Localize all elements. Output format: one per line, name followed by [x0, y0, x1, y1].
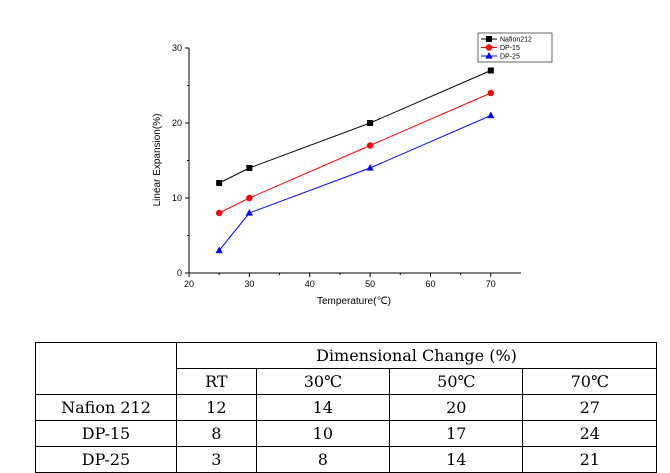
- x-tick-label: 40: [305, 279, 315, 289]
- data-point: [366, 142, 374, 149]
- series-line: [218, 92, 492, 214]
- data-point: [246, 165, 253, 171]
- table-column-header-row: RT 30℃ 50℃ 70℃: [36, 368, 657, 395]
- column-header-30c: 30℃: [255, 368, 391, 395]
- table-group-header: Dimensional Change (%): [176, 342, 657, 369]
- row-label: DP-15: [35, 420, 177, 447]
- table-cell: 8: [176, 420, 257, 447]
- data-point: [215, 246, 223, 254]
- chart-axes: 20 30 40 50 60 70 0 10 20 30: [172, 43, 521, 289]
- data-point: [215, 209, 223, 217]
- data-point: [245, 209, 253, 216]
- legend-swatch-marker: [485, 44, 493, 51]
- table-corner-cell: [35, 342, 177, 395]
- data-point: [487, 89, 495, 97]
- table-cell: 17: [389, 420, 524, 447]
- x-tick-label: 50: [365, 279, 375, 289]
- series-dp-25: [215, 111, 495, 254]
- table-cell: 8: [255, 446, 391, 473]
- chart-series: [215, 67, 495, 254]
- x-tick-label: 20: [184, 279, 194, 289]
- row-label: Nafion 212: [35, 394, 177, 421]
- y-tick-label: 10: [172, 193, 182, 203]
- x-tick-label: 30: [244, 279, 254, 289]
- legend-label: DP-25: [500, 54, 520, 61]
- data-point: [487, 111, 495, 119]
- x-tick-label: 70: [486, 279, 496, 289]
- x-axis-title: Temperature(℃): [317, 296, 391, 307]
- table-cell: 3: [176, 446, 257, 473]
- y-tick-label: 30: [172, 43, 182, 53]
- y-tick-label: 0: [177, 268, 182, 278]
- legend-swatch-marker: [485, 52, 493, 59]
- table-row: DP-25 3 8 14 21: [35, 446, 657, 473]
- dimensional-change-table: Dimensional Change (%) RT 30℃ 50℃ 70℃ Na…: [35, 342, 657, 473]
- table-cell: 27: [522, 394, 657, 421]
- column-header-70c: 70℃: [522, 368, 657, 395]
- table-cell: 21: [522, 446, 657, 473]
- table-cell: 20: [389, 394, 524, 421]
- legend-swatch-marker: [486, 36, 492, 42]
- series-line: [218, 70, 492, 184]
- legend-label: Nafion212: [500, 37, 532, 44]
- data-point: [216, 180, 223, 186]
- table-cell: 10: [255, 420, 391, 447]
- data-point: [246, 194, 253, 202]
- series-line: [218, 115, 492, 251]
- y-tick-label: 20: [172, 118, 182, 128]
- legend-label: DP-15: [500, 45, 520, 52]
- table-cell: 24: [522, 420, 657, 447]
- table-cell: 14: [389, 446, 524, 473]
- table-cell: 12: [176, 394, 257, 421]
- table-header-row: Dimensional Change (%): [35, 342, 657, 395]
- table-row: DP-15 8 10 17 24: [35, 420, 657, 447]
- series-nafion212: [216, 67, 494, 186]
- data-point: [487, 67, 494, 74]
- column-header-rt: RT: [176, 368, 257, 395]
- series-dp-15: [215, 89, 495, 217]
- y-axis-title: Linear Expansion(%): [152, 114, 163, 207]
- data-point: [367, 120, 374, 126]
- x-tick-label: 60: [425, 279, 435, 289]
- row-label: DP-25: [35, 446, 177, 473]
- column-header-50c: 50℃: [389, 368, 524, 395]
- data-point: [366, 164, 374, 171]
- table-row: Nafion 212 12 14 20 27: [35, 394, 657, 421]
- table-cell: 14: [255, 394, 391, 421]
